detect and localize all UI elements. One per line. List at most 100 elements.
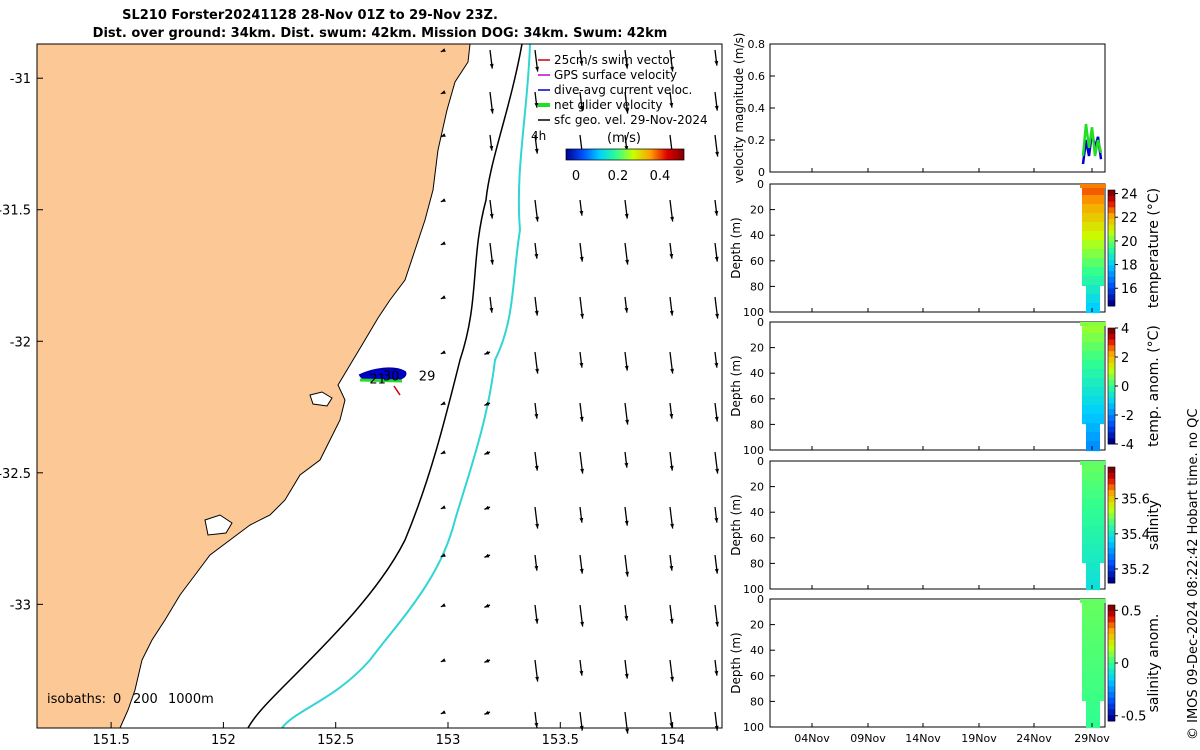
colorbar-cell	[1108, 195, 1115, 203]
colorbar-cell	[1108, 438, 1115, 445]
velocity-arrow	[579, 296, 585, 319]
map-axes: 151.5 152 152.5 153 153.5 154 -31 -31.5 -32 -32.5…	[0, 72, 685, 748]
velocity-arrow-head	[714, 670, 719, 676]
colorbar-cell	[1108, 294, 1115, 301]
colorbar-cell	[1108, 610, 1115, 618]
velocity-arrow	[714, 242, 719, 262]
velocity-arrow-head	[534, 465, 539, 471]
velocity-arrow	[534, 242, 539, 259]
y-tick-label: 0	[757, 178, 764, 191]
velocity-arrow	[489, 199, 494, 219]
profile-cell	[1086, 303, 1100, 314]
colorbar-tick-label: -4	[1121, 438, 1134, 453]
colorbar-cell	[1108, 351, 1115, 358]
velocity-arrow-head	[580, 621, 585, 627]
profile-cell	[1086, 432, 1100, 443]
velocity-arrow-head	[625, 259, 630, 265]
colorbar-tick-label: 0	[1121, 380, 1129, 395]
profile-cell	[1082, 637, 1104, 648]
x-tick-label: 154	[660, 733, 685, 748]
colorbar-frame	[1107, 189, 1116, 307]
velocity-arrow	[579, 506, 584, 523]
colorbar-cell	[1108, 213, 1115, 220]
velocity-arrow-head	[440, 450, 446, 454]
velocity-arrow	[440, 553, 446, 558]
colorbar-tick-label: 0.4	[650, 169, 671, 184]
colorbar-cell	[1108, 190, 1115, 197]
net-velocity-trace	[359, 378, 403, 383]
profile-cell	[1082, 490, 1104, 501]
velocity-arrow-head	[624, 520, 629, 526]
glider-track-map: 30 29 21 151.5 152 152.5 153 153.5 154 -31 -31.5 -3…	[0, 43, 723, 748]
velocity-arrow	[624, 49, 629, 69]
velocity-arrow	[534, 49, 540, 72]
profile-cell	[1082, 351, 1104, 362]
profile-cell	[1086, 562, 1100, 573]
velocity-arrow-head	[534, 618, 539, 624]
velocity-arrow-head	[580, 313, 585, 319]
velocity-arrow-head	[625, 571, 630, 577]
colorbar-label: temp. anom. (°C)	[1146, 325, 1162, 447]
profile-cell	[1082, 628, 1104, 639]
lake-icon	[204, 514, 233, 536]
velocity-arrow-head	[715, 621, 720, 627]
colorbar-cell	[1108, 577, 1115, 584]
velocity-arrow	[624, 451, 629, 468]
velocity-arrow-head	[484, 450, 490, 455]
track-day-label: 29	[419, 370, 436, 385]
series-line	[1081, 131, 1103, 165]
temperature-panel: 0 20 40 60 80 100 Depth (m) 16 18 20 22 24 temperatu…	[729, 178, 1162, 319]
time-tick-label: 14Nov	[905, 732, 941, 745]
velocity-arrow	[714, 451, 720, 474]
velocity-arrow	[579, 451, 585, 474]
profile-cell	[1086, 580, 1100, 591]
velocity-arrow	[714, 199, 719, 216]
velocity-arrow-head	[624, 63, 629, 69]
colorbar-tick-label: 4	[1121, 322, 1129, 337]
velocity-arrow	[534, 402, 539, 419]
x-tick-label: 151.5	[93, 733, 130, 748]
velocity-arrow	[624, 134, 629, 151]
colorbar-cell	[1108, 467, 1115, 474]
colorbar-tick-label: -0.5	[1121, 710, 1146, 725]
time-tick-label: 04Nov	[794, 732, 830, 745]
velocity-arrow-head	[579, 105, 584, 111]
velocity-arrow	[440, 350, 446, 355]
velocity-arrow-head	[440, 241, 446, 245]
profile-cell	[1082, 360, 1104, 371]
colorbar-tick-label: -2	[1121, 409, 1134, 424]
time-tick-label: 19Nov	[961, 732, 997, 745]
velocity-arrow-head	[534, 148, 539, 154]
colorbar-tick-label: 0	[572, 169, 580, 184]
velocity-arrow	[579, 604, 585, 627]
velocity-arrow	[579, 49, 584, 66]
profile-cell	[1086, 294, 1100, 305]
y-tick-label: 0.6	[748, 70, 766, 83]
velocity-arrow	[669, 604, 674, 624]
profile-cell	[1082, 535, 1104, 546]
colorbar-cell	[1108, 300, 1115, 307]
profile-cell	[1082, 619, 1104, 630]
velocity-arrow	[579, 554, 584, 574]
velocity-arrow	[714, 506, 719, 523]
velocity-arrow	[669, 402, 674, 419]
colorbar-tick-label: 35.2	[1121, 563, 1150, 578]
velocity-arrow-head	[625, 419, 630, 425]
velocity-arrow-head	[714, 568, 719, 574]
x-tick-label: 153	[436, 733, 461, 748]
profile-cell	[1082, 213, 1104, 224]
velocity-arrow-head	[715, 468, 720, 474]
velocity-arrow-head	[535, 676, 540, 682]
velocity-arrow	[484, 450, 491, 455]
y-tick-label: 80	[750, 280, 764, 293]
velocity-arrow	[624, 296, 629, 313]
profile-cell	[1082, 655, 1104, 666]
velocity-arrow-head	[580, 468, 585, 474]
velocity-arrow-head	[624, 307, 629, 313]
colorbar-cell	[1108, 391, 1115, 399]
velocity-arrow	[440, 505, 446, 510]
velocity-arrow-head	[669, 102, 674, 108]
velocity-arrow-head	[440, 553, 446, 557]
velocity-arrow-head	[489, 307, 494, 313]
profile-cell	[1082, 387, 1104, 398]
